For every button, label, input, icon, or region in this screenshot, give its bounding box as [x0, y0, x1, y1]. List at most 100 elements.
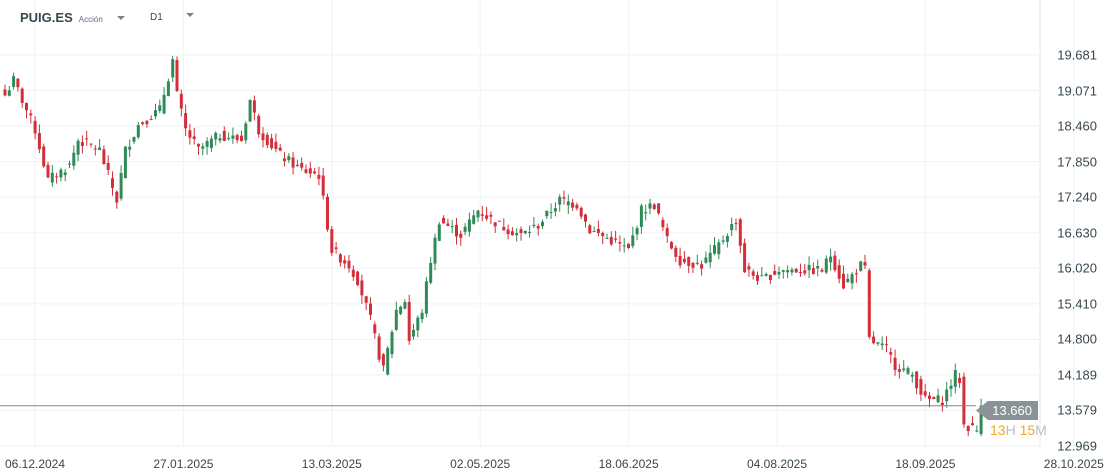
candle-body — [734, 223, 738, 225]
timeframe-selector[interactable]: D1 — [150, 12, 163, 23]
chevron-down-icon[interactable] — [186, 13, 194, 17]
candle-body — [704, 257, 708, 263]
candle-body — [394, 309, 398, 330]
candle-body — [166, 81, 170, 97]
candle-body — [558, 196, 562, 205]
candle-body — [519, 229, 523, 234]
candle-body — [708, 252, 712, 263]
candle-body — [588, 225, 592, 234]
candle-body — [958, 377, 962, 384]
candle-body — [205, 140, 209, 147]
candle-body — [321, 175, 325, 196]
candle-body — [93, 148, 97, 150]
candle-body — [816, 265, 820, 269]
candle-body — [300, 162, 304, 168]
candle-body — [906, 368, 910, 374]
candle-body — [928, 395, 931, 399]
candle-body — [390, 332, 394, 355]
candle-body — [429, 262, 433, 283]
candle-body — [945, 389, 949, 402]
candle-body — [437, 224, 441, 241]
candle-body — [85, 138, 89, 140]
candle-body — [244, 123, 248, 141]
symbol-selector[interactable]: PUIG.ES Acción — [20, 10, 125, 25]
candle-body — [532, 224, 536, 227]
candle-body — [717, 242, 721, 255]
candle-body — [549, 212, 553, 214]
candle-body — [880, 343, 884, 346]
candle-body — [455, 224, 458, 237]
candle-body — [141, 122, 145, 125]
candle-body — [55, 176, 59, 178]
candle-body — [553, 208, 557, 212]
candle-body — [463, 226, 467, 232]
candle-body — [111, 178, 114, 188]
y-tick-label: 19.681 — [1057, 47, 1097, 63]
candle-body — [304, 169, 308, 173]
candle-body — [665, 227, 669, 237]
candle-body — [631, 235, 635, 247]
y-tick-label: 13.579 — [1057, 402, 1097, 418]
candle-body — [743, 243, 747, 273]
candle-body — [644, 212, 648, 214]
instrument-type: Acción — [78, 15, 103, 24]
candle-body — [854, 273, 858, 275]
candle-body — [652, 204, 656, 210]
candle-body — [781, 270, 785, 272]
candle-body — [12, 76, 16, 87]
candle-body — [592, 230, 596, 232]
candle-body — [270, 138, 274, 149]
candle-body — [932, 396, 936, 400]
x-tick-label: 02.05.2025 — [450, 457, 511, 471]
candle-body — [773, 271, 777, 275]
candle-body — [687, 257, 691, 266]
candle-body — [721, 240, 725, 242]
candle-body — [442, 217, 446, 224]
candle-body — [609, 237, 613, 245]
y-tick-label: 15.410 — [1057, 296, 1097, 312]
candle-body — [235, 135, 239, 141]
candle-body — [476, 210, 480, 218]
candle-body — [682, 258, 686, 263]
candle-body — [218, 138, 222, 141]
candle-body — [20, 88, 24, 103]
candle-body — [424, 281, 428, 314]
candle-body — [506, 229, 510, 235]
candle-body — [197, 143, 200, 147]
candle-body — [768, 274, 772, 281]
candle-body — [571, 202, 575, 208]
candle-body — [63, 172, 67, 176]
candle-body — [700, 264, 704, 269]
candle-body — [467, 219, 471, 232]
candle-body — [657, 203, 661, 214]
candle-body — [979, 405, 983, 435]
candle-body — [351, 269, 355, 277]
candle-body — [175, 60, 179, 91]
candle-body — [730, 223, 734, 231]
candle-body — [940, 402, 944, 405]
candle-body — [265, 134, 269, 146]
candle-body — [76, 140, 80, 155]
x-tick-label: 06.12.2024 — [4, 457, 66, 471]
candle-body — [966, 425, 970, 432]
candle-body — [37, 133, 41, 150]
candle-body — [820, 269, 824, 272]
candle-body — [407, 301, 411, 341]
candle-body — [102, 149, 106, 165]
candle-body — [829, 256, 833, 263]
candle-body — [257, 115, 261, 135]
x-tick-label: 13.03.2025 — [301, 457, 362, 471]
candle-body — [450, 226, 454, 228]
candle-body — [850, 274, 854, 284]
chevron-down-icon[interactable] — [116, 16, 125, 20]
candle-body — [128, 146, 132, 150]
candle-body — [416, 317, 420, 331]
candle-body — [515, 233, 519, 236]
candle-body — [158, 105, 162, 111]
candle-body — [842, 273, 845, 289]
candle-body — [713, 245, 716, 254]
candle-body — [975, 430, 979, 432]
candle-body — [343, 260, 347, 264]
